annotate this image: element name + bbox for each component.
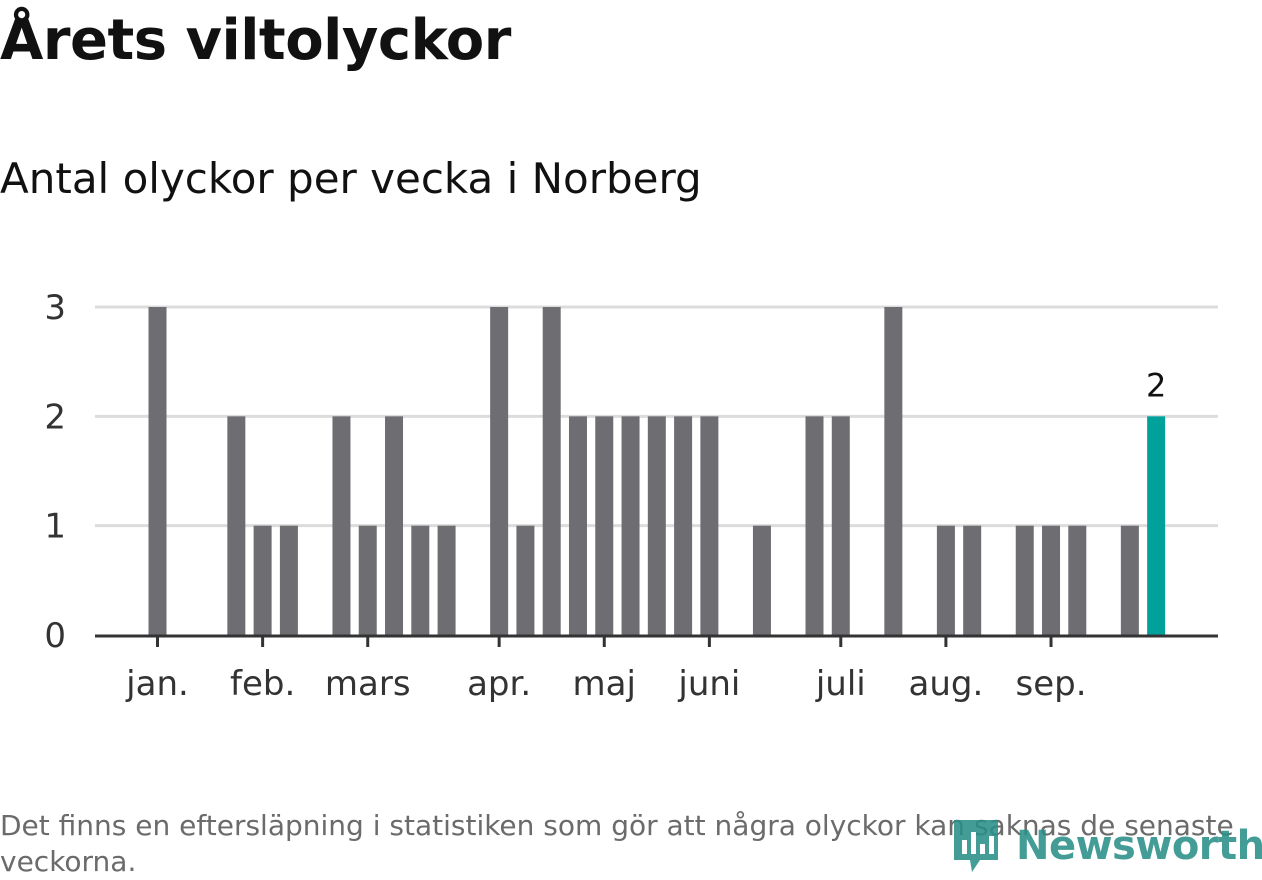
bar-week-1 — [148, 307, 167, 635]
x-tick-label-sep: sep. — [1016, 664, 1087, 704]
y-tick-label: 3 — [44, 288, 66, 328]
bar-week-26 — [805, 416, 824, 635]
bar-week-9 — [358, 525, 377, 635]
bar-week-8 — [332, 416, 351, 635]
bar-week-29 — [884, 307, 903, 635]
x-tick-label-feb: feb. — [230, 664, 295, 704]
bar-week-31 — [936, 525, 955, 635]
bar-week-38 — [1120, 525, 1139, 635]
bar-week-4 — [227, 416, 246, 635]
bar-week-17 — [568, 416, 587, 635]
y-tick-label: 0 — [44, 616, 66, 656]
bar-week-27 — [831, 416, 850, 635]
bar-week-32 — [963, 525, 982, 635]
newsworthy-logo: Newsworthy — [950, 814, 1262, 878]
bars — [148, 307, 1166, 635]
bar-week-16 — [542, 307, 561, 635]
data-labels: 2 — [1146, 366, 1166, 404]
bar-week-36 — [1068, 525, 1087, 635]
bar-week-19 — [621, 416, 640, 635]
chart-subtitle: Antal olyckor per vecka i Norberg — [0, 154, 702, 203]
newsworthy-logo-icon — [954, 820, 998, 872]
bar-week-6 — [279, 525, 298, 635]
x-tick-label-aug: aug. — [909, 664, 984, 704]
newsworthy-logo-text: Newsworthy — [1016, 823, 1262, 869]
bar-latest-week — [1147, 416, 1166, 635]
x-tick-label-maj: maj — [573, 664, 636, 704]
bar-week-15 — [516, 525, 535, 635]
x-tick-label-juli: juli — [815, 664, 866, 704]
bar-week-34 — [1015, 525, 1034, 635]
bar-week-21 — [674, 416, 693, 635]
bar-week-18 — [595, 416, 614, 635]
y-tick-label: 2 — [44, 397, 66, 437]
bar-chart: 0 1 2 3 jan. feb. mars apr. maj juni juli aug. sep.… — [44, 288, 1218, 704]
bar-week-14 — [490, 307, 509, 635]
x-tick-label-jan: jan. — [125, 664, 189, 704]
chart-title: Årets viltolyckor — [0, 8, 511, 73]
x-tick-label-mars: mars — [325, 664, 411, 704]
bar-week-22 — [700, 416, 719, 635]
x-tick-label-apr: apr. — [467, 664, 531, 704]
footnote: Det finns en eftersläpning i statistiken… — [0, 809, 1234, 878]
x-axis-ticks: jan. feb. mars apr. maj juni juli aug. sep. — [125, 635, 1087, 704]
bar-week-10 — [385, 416, 404, 635]
bar-week-12 — [437, 525, 456, 635]
bar-week-24 — [752, 525, 771, 635]
y-axis-ticks: 0 1 2 3 — [44, 288, 66, 656]
data-label-latest: 2 — [1146, 366, 1166, 404]
bar-week-5 — [253, 525, 272, 635]
y-tick-label: 1 — [44, 507, 66, 547]
bar-week-11 — [411, 525, 430, 635]
bar-week-20 — [647, 416, 666, 635]
bar-week-35 — [1042, 525, 1061, 635]
x-tick-label-juni: juni — [677, 664, 740, 704]
